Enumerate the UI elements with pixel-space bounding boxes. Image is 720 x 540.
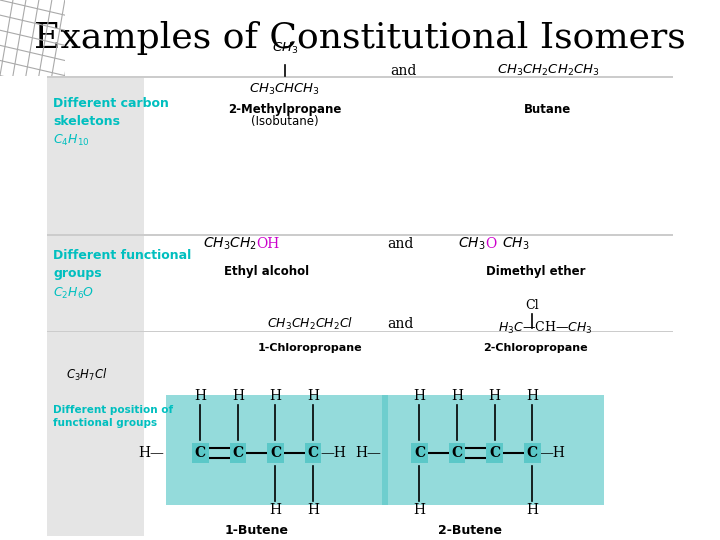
Text: 1-Butene: 1-Butene bbox=[225, 524, 289, 537]
Text: $CH_3CHCH_3$: $CH_3CHCH_3$ bbox=[249, 82, 320, 97]
Text: $CH_3$: $CH_3$ bbox=[458, 236, 485, 252]
Bar bbox=[166, 395, 388, 505]
Text: $C_3H_7Cl$: $C_3H_7Cl$ bbox=[66, 367, 107, 383]
Text: $CH_3CH_2CH_2CH_3$: $CH_3CH_2CH_2CH_3$ bbox=[497, 63, 599, 78]
Text: H—: H— bbox=[139, 446, 165, 460]
Text: C: C bbox=[526, 446, 538, 460]
Bar bbox=[47, 234, 673, 236]
Text: and: and bbox=[391, 64, 417, 78]
Text: Ethyl alcohol: Ethyl alcohol bbox=[223, 265, 309, 279]
Text: H: H bbox=[413, 389, 426, 403]
Text: H: H bbox=[232, 389, 244, 403]
Text: OH: OH bbox=[256, 237, 280, 251]
Text: Dimethyl ether: Dimethyl ether bbox=[485, 265, 585, 279]
Text: H: H bbox=[307, 389, 319, 403]
Text: C: C bbox=[414, 446, 425, 460]
Text: 2-Methylpropane: 2-Methylpropane bbox=[228, 103, 341, 116]
Text: O: O bbox=[485, 237, 497, 251]
Text: Different functional
groups
$C_2H_6O$: Different functional groups $C_2H_6O$ bbox=[53, 249, 192, 301]
Text: H: H bbox=[526, 503, 539, 517]
Bar bbox=[382, 395, 604, 505]
Text: H: H bbox=[269, 503, 282, 517]
Bar bbox=[47, 331, 673, 333]
Text: $CH_3CH_2$: $CH_3CH_2$ bbox=[202, 236, 256, 252]
Text: $CH_3$: $CH_3$ bbox=[271, 41, 298, 56]
Text: 2-Chloropropane: 2-Chloropropane bbox=[483, 343, 588, 353]
Text: C: C bbox=[307, 446, 318, 460]
Text: Different position of
functional groups: Different position of functional groups bbox=[53, 405, 174, 428]
Text: $CH_3CH_2CH_2Cl$: $CH_3CH_2CH_2Cl$ bbox=[267, 316, 353, 333]
Text: and: and bbox=[387, 237, 414, 251]
Text: $H_3C$—CH—$CH_3$: $H_3C$—CH—$CH_3$ bbox=[498, 320, 593, 336]
Text: C: C bbox=[489, 446, 500, 460]
Text: C: C bbox=[270, 446, 281, 460]
Text: H: H bbox=[489, 389, 500, 403]
Text: Butane: Butane bbox=[524, 103, 572, 116]
Text: H: H bbox=[307, 503, 319, 517]
Text: C: C bbox=[233, 446, 243, 460]
Text: H: H bbox=[451, 389, 463, 403]
Text: H—: H— bbox=[355, 446, 381, 460]
Text: C: C bbox=[451, 446, 463, 460]
Text: C: C bbox=[194, 446, 206, 460]
Text: Cl: Cl bbox=[526, 299, 539, 312]
Text: and: and bbox=[387, 318, 414, 332]
Text: 2-Butene: 2-Butene bbox=[438, 524, 502, 537]
Text: H: H bbox=[194, 389, 207, 403]
Bar bbox=[47, 76, 673, 78]
Text: H: H bbox=[413, 503, 426, 517]
Text: (Isobutane): (Isobutane) bbox=[251, 115, 319, 129]
Bar bbox=[47, 78, 144, 536]
Text: 1-Chloropropane: 1-Chloropropane bbox=[258, 343, 362, 353]
Text: —H: —H bbox=[540, 446, 566, 460]
Text: Different carbon
skeletons
$C_4H_{10}$: Different carbon skeletons $C_4H_{10}$ bbox=[53, 97, 169, 148]
Text: H: H bbox=[269, 389, 282, 403]
Text: $CH_3$: $CH_3$ bbox=[502, 236, 529, 252]
Text: Examples of Constitutional Isomers: Examples of Constitutional Isomers bbox=[34, 22, 686, 56]
Text: H: H bbox=[526, 389, 539, 403]
Text: —H: —H bbox=[320, 446, 346, 460]
